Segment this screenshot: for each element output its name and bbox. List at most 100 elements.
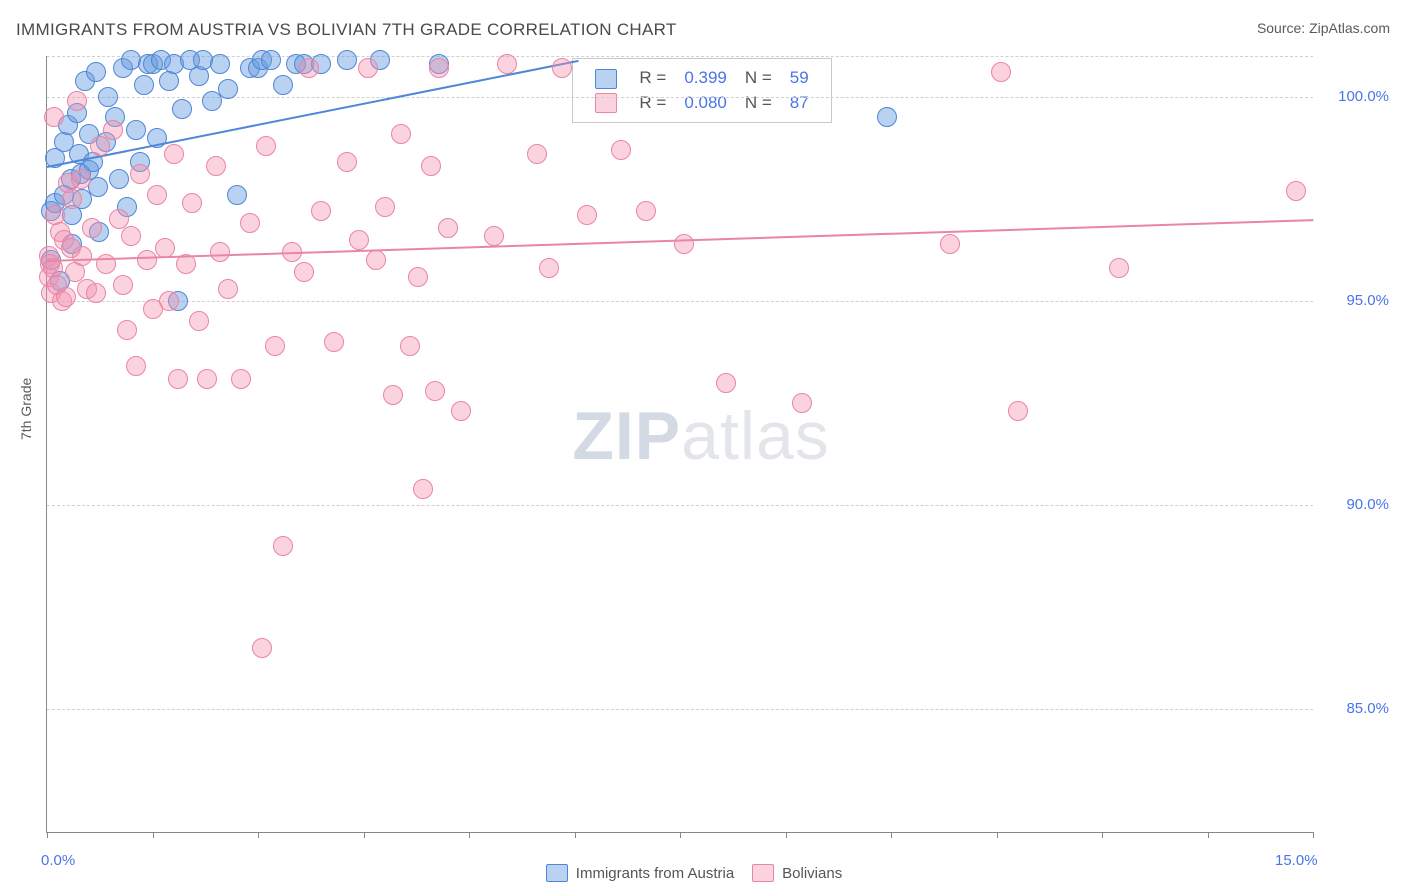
x-tick: [47, 832, 48, 838]
data-point-bolivia: [56, 287, 76, 307]
data-point-bolivia: [137, 250, 157, 270]
data-point-bolivia: [130, 164, 150, 184]
x-tick: [997, 832, 998, 838]
data-point-bolivia: [539, 258, 559, 278]
data-point-bolivia: [552, 58, 572, 78]
data-point-bolivia: [147, 185, 167, 205]
data-point-austria: [227, 185, 247, 205]
data-point-bolivia: [674, 234, 694, 254]
data-point-austria: [172, 99, 192, 119]
data-point-bolivia: [425, 381, 445, 401]
data-point-bolivia: [121, 226, 141, 246]
data-point-bolivia: [484, 226, 504, 246]
data-point-bolivia: [71, 169, 91, 189]
data-point-bolivia: [117, 320, 137, 340]
x-tick: [575, 832, 576, 838]
data-point-austria: [218, 79, 238, 99]
data-point-bolivia: [159, 291, 179, 311]
data-point-bolivia: [1286, 181, 1306, 201]
data-point-austria: [261, 50, 281, 70]
legend-swatch-bolivia: [752, 864, 774, 882]
data-point-bolivia: [218, 279, 238, 299]
data-point-bolivia: [72, 246, 92, 266]
data-point-bolivia: [103, 120, 123, 140]
data-point-bolivia: [527, 144, 547, 164]
data-point-bolivia: [168, 369, 188, 389]
data-point-austria: [126, 120, 146, 140]
y-tick-label: 100.0%: [1319, 88, 1389, 105]
data-point-bolivia: [1109, 258, 1129, 278]
data-point-bolivia: [429, 58, 449, 78]
data-point-bolivia: [294, 262, 314, 282]
data-point-austria: [109, 169, 129, 189]
x-tick: [258, 832, 259, 838]
x-tick: [680, 832, 681, 838]
correlation-legend: R =0.399N =59R =0.080N =87: [572, 58, 831, 123]
data-point-bolivia: [90, 136, 110, 156]
x-tick: [786, 832, 787, 838]
data-point-austria: [210, 54, 230, 74]
x-tick: [364, 832, 365, 838]
data-point-bolivia: [311, 201, 331, 221]
data-point-austria: [877, 107, 897, 127]
series-legend: Immigrants from AustriaBolivians: [0, 864, 1406, 882]
gridline: [47, 56, 1313, 57]
y-tick-label: 85.0%: [1319, 700, 1389, 717]
data-point-bolivia: [252, 638, 272, 658]
data-point-bolivia: [636, 201, 656, 221]
legend-r-value-bolivia: 0.080: [676, 92, 735, 115]
data-point-bolivia: [611, 140, 631, 160]
data-point-bolivia: [113, 275, 133, 295]
legend-r-value-austria: 0.399: [676, 67, 735, 90]
y-tick-label: 95.0%: [1319, 292, 1389, 309]
data-point-austria: [273, 75, 293, 95]
x-tick: [891, 832, 892, 838]
data-point-bolivia: [408, 267, 428, 287]
legend-swatch-austria: [595, 69, 617, 89]
gridline: [47, 709, 1313, 710]
data-point-bolivia: [273, 536, 293, 556]
data-point-bolivia: [497, 54, 517, 74]
legend-swatch-austria: [546, 864, 568, 882]
data-point-bolivia: [240, 213, 260, 233]
data-point-bolivia: [991, 62, 1011, 82]
data-point-bolivia: [391, 124, 411, 144]
data-point-bolivia: [451, 401, 471, 421]
data-point-bolivia: [324, 332, 344, 352]
x-tick: [469, 832, 470, 838]
data-point-bolivia: [231, 369, 251, 389]
data-point-bolivia: [337, 152, 357, 172]
legend-r-label: R =: [631, 92, 674, 115]
data-point-bolivia: [256, 136, 276, 156]
legend-n-value-bolivia: 87: [782, 92, 817, 115]
data-point-bolivia: [86, 283, 106, 303]
data-point-bolivia: [182, 193, 202, 213]
data-point-bolivia: [349, 230, 369, 250]
data-point-austria: [337, 50, 357, 70]
data-point-bolivia: [265, 336, 285, 356]
data-point-bolivia: [400, 336, 420, 356]
data-point-bolivia: [299, 58, 319, 78]
data-point-bolivia: [164, 144, 184, 164]
data-point-bolivia: [44, 107, 64, 127]
data-point-bolivia: [206, 156, 226, 176]
data-point-bolivia: [82, 218, 102, 238]
legend-n-value-austria: 59: [782, 67, 817, 90]
data-point-bolivia: [792, 393, 812, 413]
x-tick: [153, 832, 154, 838]
data-point-bolivia: [366, 250, 386, 270]
data-point-bolivia: [62, 189, 82, 209]
legend-r-label: R =: [631, 67, 674, 90]
x-tick: [1313, 832, 1314, 838]
data-point-bolivia: [438, 218, 458, 238]
trendline-bolivia: [47, 219, 1313, 262]
gridline: [47, 301, 1313, 302]
legend-n-label: N =: [737, 92, 780, 115]
data-point-austria: [86, 62, 106, 82]
x-tick: [1208, 832, 1209, 838]
data-point-bolivia: [383, 385, 403, 405]
data-point-bolivia: [421, 156, 441, 176]
data-point-bolivia: [375, 197, 395, 217]
data-point-austria: [202, 91, 222, 111]
chart-title: IMMIGRANTS FROM AUSTRIA VS BOLIVIAN 7TH …: [16, 20, 677, 39]
